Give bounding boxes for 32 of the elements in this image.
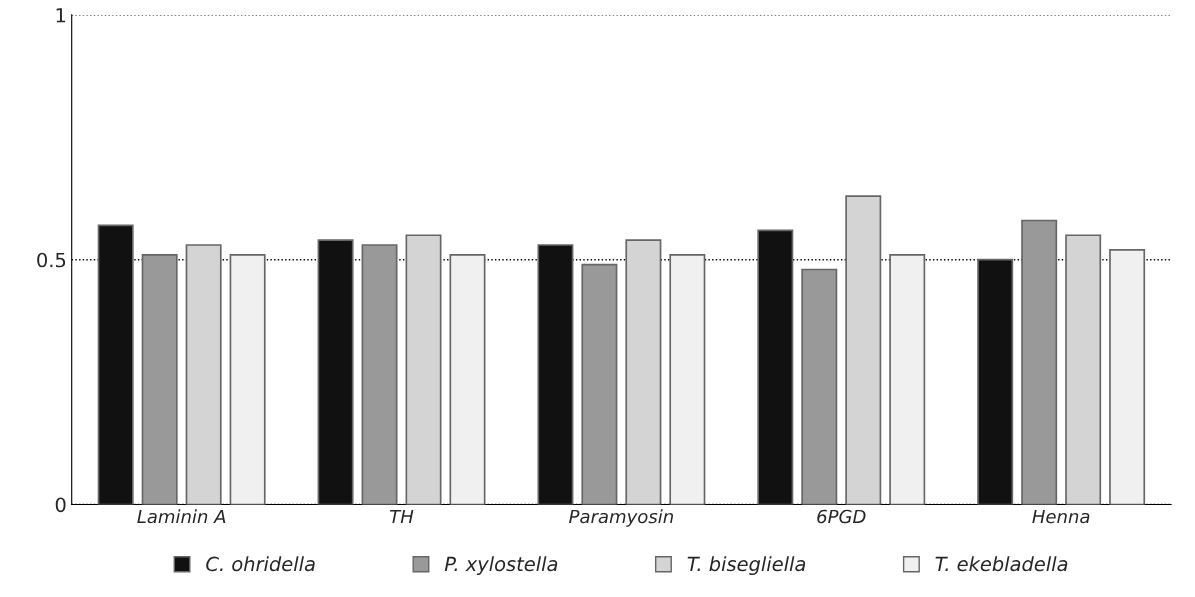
bar (185, 244, 222, 505)
x-tick-label: Laminin A (137, 509, 226, 524)
y-tick-label: 0 (55, 497, 66, 513)
legend-label: T. bisegliella (687, 556, 806, 576)
bar (889, 253, 926, 505)
bar (1109, 249, 1146, 505)
x-tick-label: 6PGD (817, 509, 866, 524)
bar (581, 263, 618, 505)
bar (977, 258, 1014, 505)
bar (141, 253, 178, 505)
bar (625, 239, 662, 505)
bar (669, 253, 706, 505)
bar (229, 253, 266, 505)
bar (361, 244, 398, 505)
legend-label: P. xylostella (444, 556, 558, 576)
y-tick-label: 0.5 (37, 252, 66, 268)
x-tick-label: Henna (1032, 509, 1090, 524)
x-tick-label: Paramyosin (569, 509, 673, 527)
bar (449, 253, 486, 505)
bar (97, 224, 134, 505)
bar (405, 234, 442, 505)
y-tick-label: 1 (56, 8, 66, 23)
bar (537, 244, 574, 505)
bar (845, 195, 882, 505)
x-tick-label: TH (389, 509, 414, 524)
bar (317, 239, 354, 505)
legend-label: T. ekebladella (935, 556, 1068, 572)
bar (801, 268, 838, 505)
legend-label: C. ohridella (206, 556, 315, 572)
bar (757, 229, 794, 505)
bar (1021, 219, 1058, 505)
bar (1065, 234, 1102, 505)
